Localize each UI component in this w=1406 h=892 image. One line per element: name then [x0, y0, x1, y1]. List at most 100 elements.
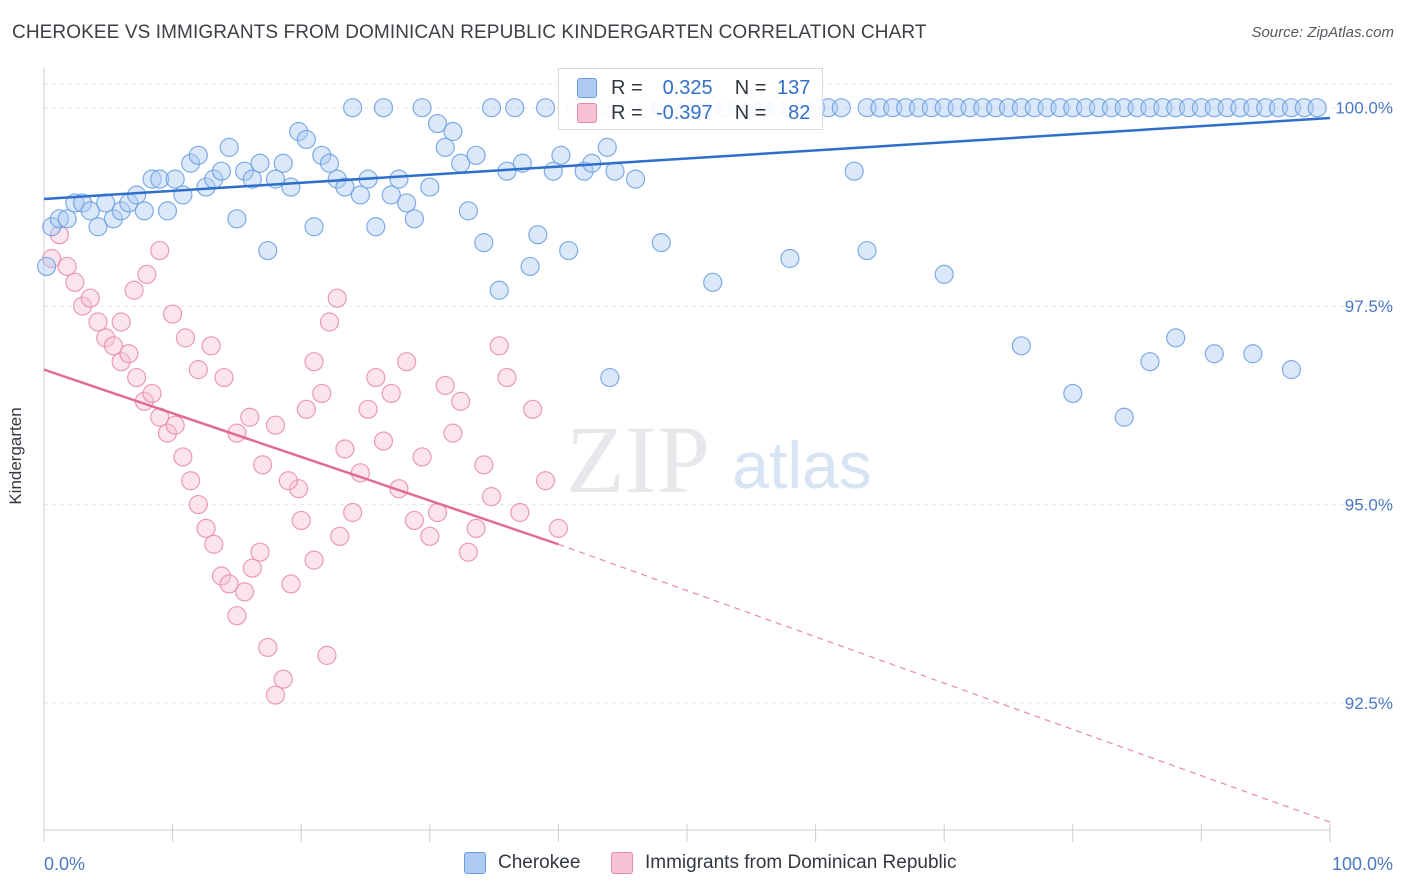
dominican-point — [510, 502, 530, 523]
n-label: N = — [734, 101, 767, 124]
dominican-point — [72, 296, 93, 316]
dominican-point — [497, 367, 517, 388]
dominican-point — [211, 566, 232, 586]
legend-swatch-cherokee — [464, 852, 486, 874]
cherokee-point — [703, 272, 723, 292]
dominican-point — [137, 264, 157, 284]
cherokee-point — [312, 145, 332, 165]
cherokee-point — [605, 161, 625, 181]
cherokee-point — [551, 145, 571, 165]
cherokee-point — [296, 129, 316, 150]
trend-line-dominican-extension — [558, 543, 1331, 823]
dominican-point — [296, 399, 316, 419]
dominican-point — [196, 518, 216, 538]
cherokee-point — [1166, 328, 1186, 348]
dominican-point — [335, 439, 355, 459]
legend-label-cherokee: Cherokee — [498, 852, 581, 873]
cherokee-point — [289, 121, 309, 142]
cherokee-point — [543, 161, 563, 181]
dominican-point — [317, 645, 337, 665]
cherokee-point — [435, 137, 455, 157]
points-dominican — [42, 225, 569, 705]
cherokee-point — [1011, 336, 1031, 356]
cherokee-point — [780, 248, 800, 269]
x-tick-labels: 0.0% 100.0% — [44, 854, 1393, 874]
cherokee-point — [335, 177, 355, 197]
dominican-point — [240, 407, 260, 427]
cherokee-point — [559, 240, 579, 261]
dominican-point — [289, 479, 309, 499]
cherokee-point — [420, 177, 440, 197]
dominican-point — [458, 542, 478, 562]
cherokee-point — [934, 264, 954, 284]
dominican-point — [111, 312, 131, 332]
cherokee-point — [520, 256, 540, 277]
dominican-point — [373, 431, 394, 451]
dominican-point — [358, 399, 378, 419]
stats-legend: R = 0.325 N = 137 R = -0.397 N = 82 — [558, 68, 823, 130]
cherokee-point — [466, 145, 486, 165]
dominican-point — [366, 367, 386, 388]
dominican-point — [397, 352, 417, 372]
dominican-point — [319, 312, 340, 332]
cherokee-point — [574, 161, 594, 181]
r-label: R = — [611, 76, 643, 99]
legend-item-cherokee[interactable]: Cherokee — [464, 852, 580, 874]
chart-title: CHEROKEE VS IMMIGRANTS FROM DOMINICAN RE… — [12, 22, 927, 43]
cherokee-point — [281, 177, 301, 197]
dominican-point — [201, 336, 221, 356]
cherokee-point — [188, 145, 208, 165]
dominican-point — [330, 526, 350, 546]
cherokee-point — [397, 193, 417, 213]
dominican-point — [253, 455, 273, 475]
dominican-point — [443, 423, 463, 443]
n-value: 82 — [788, 101, 811, 124]
cherokee-point — [597, 137, 617, 157]
cherokee-point — [42, 217, 62, 237]
dominican-point — [291, 510, 311, 531]
dominican-point — [535, 471, 556, 491]
cherokee-point — [412, 98, 432, 118]
watermark-zip: ZIP — [566, 406, 710, 513]
dominican-point — [420, 526, 440, 546]
legend-item-dominican[interactable]: Immigrants from Dominican Republic — [611, 852, 957, 874]
trend-lines — [43, 116, 1331, 823]
cherokee-point — [150, 169, 170, 189]
dominican-point — [126, 367, 147, 388]
cherokee-point — [831, 98, 851, 118]
dominican-point — [474, 455, 494, 475]
cherokee-point — [258, 240, 278, 261]
cherokee-point — [242, 169, 262, 189]
cherokee-point — [600, 367, 620, 388]
cherokee-point — [528, 225, 548, 245]
cherokee-point — [211, 161, 232, 181]
dominican-point — [173, 447, 193, 467]
cherokee-point — [389, 169, 409, 189]
cherokee-point — [443, 121, 463, 142]
cherokee-point — [1063, 383, 1083, 404]
dominican-point — [312, 383, 332, 404]
dominican-point — [214, 367, 234, 388]
cherokee-point — [373, 98, 394, 118]
cherokee-point — [350, 185, 370, 205]
dominican-point — [250, 542, 270, 562]
cherokee-point — [844, 161, 864, 181]
cherokee-point — [227, 209, 247, 229]
cherokee-point — [319, 153, 340, 173]
stats-row-cherokee: R = 0.325 N = 137 — [577, 76, 810, 100]
cherokee-point — [36, 256, 57, 277]
dominican-point — [278, 471, 298, 491]
dominican-point — [235, 582, 255, 602]
dominican-point — [49, 225, 70, 245]
cherokee-point — [72, 193, 93, 213]
stats-swatch-dominican — [577, 103, 597, 123]
cherokee-point — [103, 209, 124, 229]
dominican-point — [389, 479, 409, 499]
dominican-point — [265, 415, 286, 435]
cherokee-point — [111, 201, 131, 221]
dominican-point — [435, 375, 455, 396]
cherokee-point — [219, 137, 239, 157]
cherokee-point — [404, 209, 424, 229]
stats-row-dominican: R = -0.397 N = 82 — [577, 101, 810, 125]
